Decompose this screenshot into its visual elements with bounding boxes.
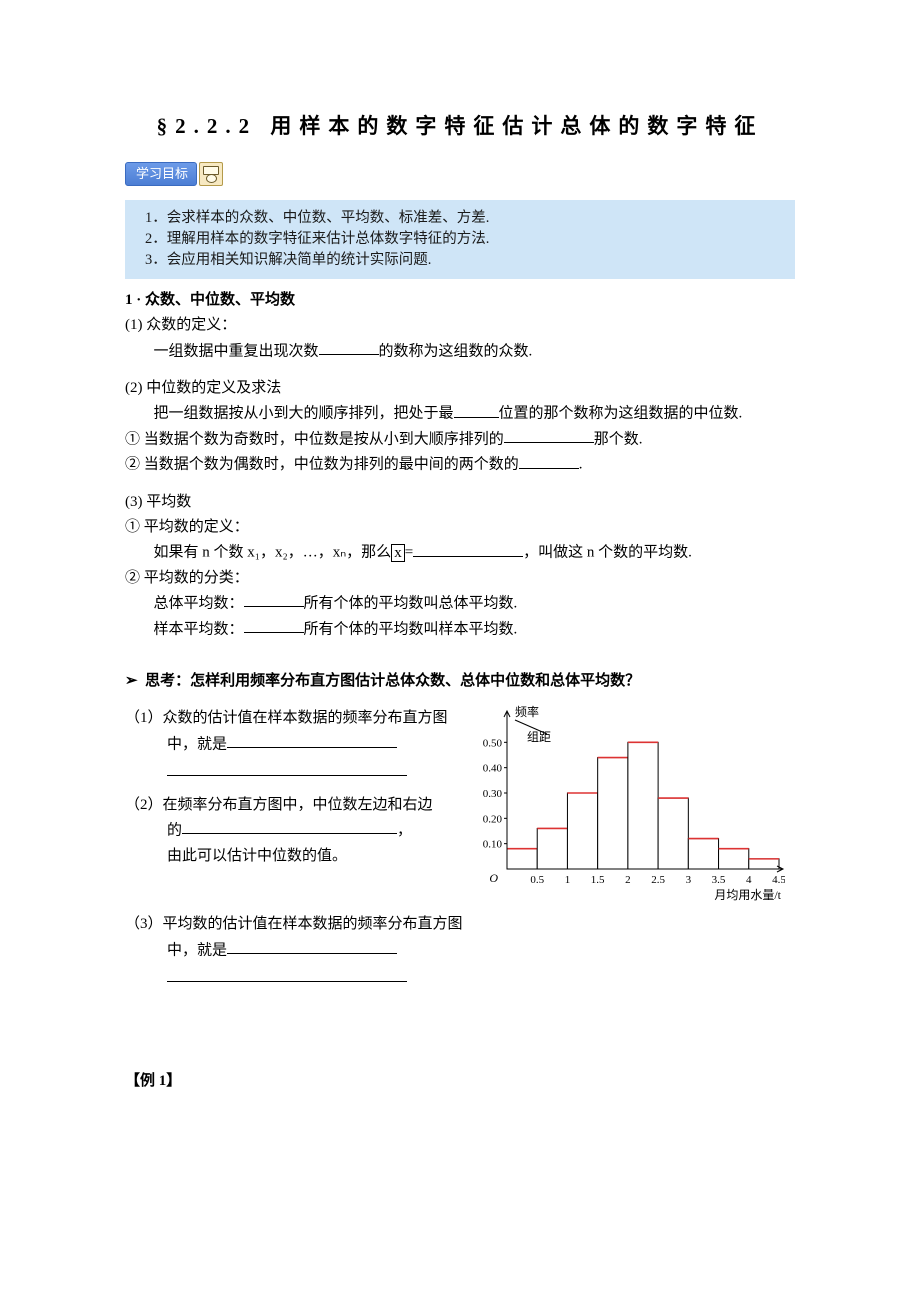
item-1-1-body: 一组数据中重复出现次数 的数称为这组数的众数. bbox=[125, 340, 795, 364]
item-1-2-sub1: ① 当数据个数为奇数时，中位数是按从小到大顺序排列的 那个数. bbox=[125, 428, 795, 452]
q1-line3 bbox=[125, 758, 455, 784]
svg-text:3: 3 bbox=[686, 874, 692, 886]
text: 所有个体的平均数叫总体平均数. bbox=[304, 595, 518, 611]
svg-text:3.5: 3.5 bbox=[712, 874, 726, 886]
text: 中，就是 bbox=[167, 942, 227, 958]
histogram-chart: 0.10 0.20 0.30 0.40 0.50 0.5 1 1.5 2 2.5 3 3.5 4 4.5 O… bbox=[465, 705, 785, 905]
svg-text:频率: 频率 bbox=[515, 705, 539, 719]
svg-text:0.30: 0.30 bbox=[483, 788, 503, 800]
text: 中，就是 bbox=[167, 736, 227, 752]
questions-column: （1）众数的估计值在样本数据的频率分布直方图 中，就是 （2）在频率分布直方图中… bbox=[125, 705, 455, 870]
svg-text:4: 4 bbox=[746, 874, 752, 886]
item-1-3-2a: 总体平均数： 所有个体的平均数叫总体平均数. bbox=[125, 592, 795, 616]
blank bbox=[504, 428, 594, 443]
q3-line3 bbox=[125, 964, 795, 990]
item-1-3-2b: 样本平均数： 所有个体的平均数叫样本平均数. bbox=[125, 618, 795, 642]
q3-line1: （3）平均数的估计值在样本数据的频率分布直方图 bbox=[125, 913, 795, 936]
item-1-2-sub2: ② 当数据个数为偶数时，中位数为排列的最中间的两个数的. bbox=[125, 453, 795, 477]
text: 思考：怎样利用频率分布直方图估计总体众数、总体中位数和总体平均数？ bbox=[145, 673, 640, 689]
think-heading: ➢ 思考：怎样利用频率分布直方图估计总体众数、总体中位数和总体平均数？ bbox=[125, 669, 795, 693]
item-1-1-title: (1) 众数的定义： bbox=[125, 314, 795, 337]
blank bbox=[167, 758, 407, 776]
text: ，叫做这 n 个数的平均数. bbox=[523, 545, 692, 561]
objective-item: 1．会求样本的众数、中位数、平均数、标准差、方差. bbox=[145, 208, 781, 229]
svg-text:2.5: 2.5 bbox=[651, 874, 665, 886]
svg-text:1.5: 1.5 bbox=[591, 874, 605, 886]
text: ② 当数据个数为偶数时，中位数为排列的最中间的两个数的 bbox=[125, 457, 519, 473]
item-1-3-2: ② 平均数的分类： bbox=[125, 567, 795, 590]
arrow-icon: ➢ bbox=[125, 672, 138, 689]
x-bar-symbol: x bbox=[391, 544, 405, 563]
blank bbox=[519, 453, 579, 468]
svg-text:4.5: 4.5 bbox=[772, 874, 785, 886]
text: = bbox=[405, 545, 413, 561]
text: 位置的那个数称为这组数据的中位数. bbox=[499, 406, 743, 422]
q2-line2: 的， bbox=[125, 819, 455, 843]
text: 一组数据中重复出现次数 bbox=[154, 343, 319, 359]
text: ① 当数据个数为奇数时，中位数是按从小到大顺序排列的 bbox=[125, 431, 504, 447]
item-1-2-body: 把一组数据按从小到大的顺序排列，把处于最 位置的那个数称为这组数据的中位数. bbox=[125, 402, 795, 426]
text: ， bbox=[397, 822, 412, 838]
blank bbox=[227, 733, 397, 748]
blank bbox=[227, 939, 397, 954]
q2-line3: 由此可以估计中位数的值。 bbox=[125, 845, 455, 868]
chart-column: 0.10 0.20 0.30 0.40 0.50 0.5 1 1.5 2 2.5 3 3.5 4 4.5 O… bbox=[465, 705, 795, 905]
page-title: §2.2.2 用样本的数字特征估计总体的数字特征 bbox=[125, 110, 795, 140]
svg-text:1: 1 bbox=[565, 874, 571, 886]
objective-item: 2．理解用样本的数字特征来估计总体数字特征的方法. bbox=[145, 229, 781, 250]
blank bbox=[244, 618, 304, 633]
svg-text:0.20: 0.20 bbox=[483, 814, 503, 826]
svg-text:0.5: 0.5 bbox=[530, 874, 544, 886]
histogram-svg: 0.10 0.20 0.30 0.40 0.50 0.5 1 1.5 2 2.5 3 3.5 4 4.5 O… bbox=[465, 705, 785, 905]
text: 如果有 n 个数 x₁，x₂，…，xₙ，那么 bbox=[154, 545, 392, 561]
blank bbox=[454, 402, 499, 417]
q3-line2: 中，就是 bbox=[125, 939, 795, 963]
text: 所有个体的平均数叫样本平均数. bbox=[304, 621, 518, 637]
item-1-3-1: ① 平均数的定义： bbox=[125, 516, 795, 539]
q1-line1: （1）众数的估计值在样本数据的频率分布直方图 bbox=[125, 707, 455, 730]
book-clock-icon bbox=[199, 162, 223, 186]
text: 样本平均数： bbox=[154, 621, 244, 637]
text: 那个数. bbox=[594, 431, 643, 447]
section-1-head: 1 · 众数、中位数、平均数 bbox=[125, 289, 795, 312]
item-1-2-title: (2) 中位数的定义及求法 bbox=[125, 377, 795, 400]
item-1-3-1-body: 如果有 n 个数 x₁，x₂，…，xₙ，那么x= ，叫做这 n 个数的平均数. bbox=[125, 541, 795, 565]
q1-line2: 中，就是 bbox=[125, 733, 455, 757]
blank bbox=[182, 819, 397, 834]
objectives-box: 1．会求样本的众数、中位数、平均数、标准差、方差. 2．理解用样本的数字特征来估… bbox=[125, 200, 795, 279]
objective-item: 3．会应用相关知识解决简单的统计实际问题. bbox=[145, 250, 781, 271]
blank bbox=[319, 340, 379, 355]
svg-text:2: 2 bbox=[625, 874, 631, 886]
objectives-badge: 学习目标 bbox=[125, 162, 197, 186]
svg-text:月均用水量/t: 月均用水量/t bbox=[714, 888, 781, 902]
text: 把一组数据按从小到大的顺序排列，把处于最 bbox=[154, 406, 454, 422]
item-1-3-title: (3) 平均数 bbox=[125, 491, 795, 514]
svg-text:0.10: 0.10 bbox=[483, 839, 503, 851]
svg-text:O: O bbox=[489, 871, 498, 885]
text: 总体平均数： bbox=[154, 595, 244, 611]
text: 的数称为这组数的众数. bbox=[379, 343, 533, 359]
blank bbox=[244, 592, 304, 607]
blank bbox=[413, 541, 523, 556]
badge-row: 学习目标 bbox=[125, 162, 795, 186]
example-1: 【例 1】 bbox=[125, 1070, 795, 1093]
document-page: §2.2.2 用样本的数字特征估计总体的数字特征 学习目标 1．会求样本的众数、… bbox=[0, 0, 920, 1302]
text: 的 bbox=[167, 822, 182, 838]
svg-text:组距: 组距 bbox=[527, 730, 551, 744]
qa-with-chart: （1）众数的估计值在样本数据的频率分布直方图 中，就是 （2）在频率分布直方图中… bbox=[125, 705, 795, 905]
svg-text:0.50: 0.50 bbox=[483, 738, 503, 750]
blank bbox=[167, 964, 407, 982]
q2-line1: （2）在频率分布直方图中，中位数左边和右边 bbox=[125, 794, 455, 817]
text: . bbox=[579, 457, 583, 473]
svg-text:0.40: 0.40 bbox=[483, 763, 503, 775]
